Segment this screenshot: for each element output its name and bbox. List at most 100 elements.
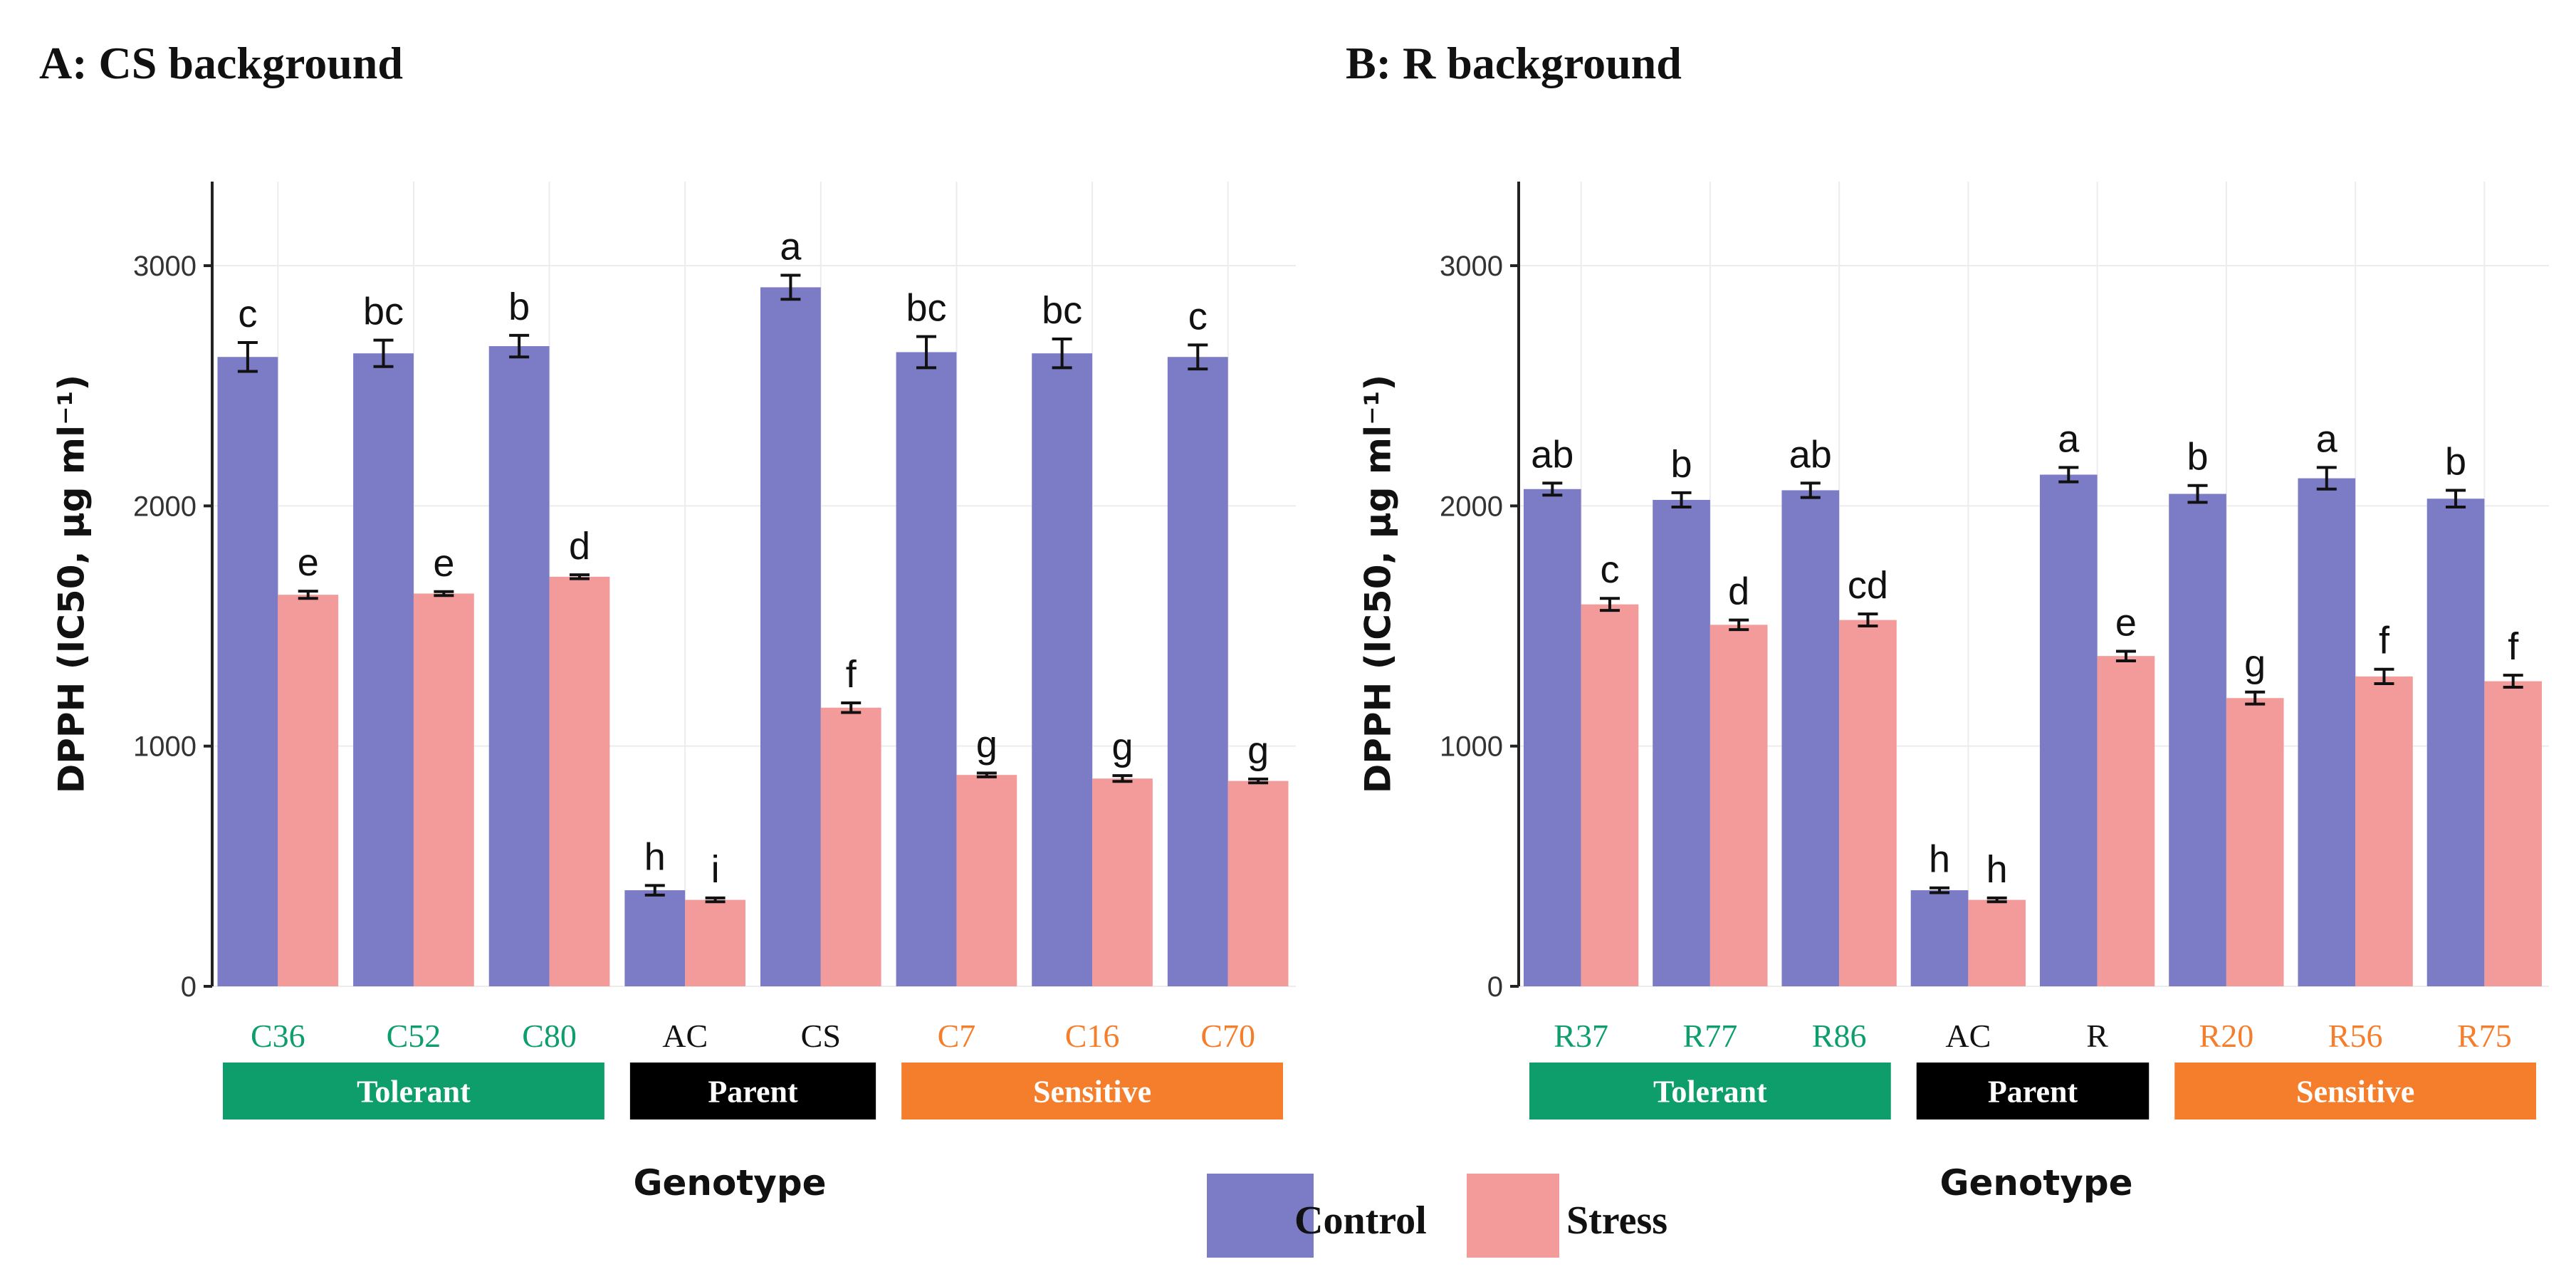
error-bar-stress-C36 — [298, 590, 318, 600]
bar-control-AC — [1910, 890, 1969, 986]
error-bar-stress-C70 — [1248, 777, 1269, 785]
error-bar-stress-R56 — [2374, 667, 2394, 685]
category-label-R86: R86 — [1812, 1018, 1867, 1054]
y-tick-label: 3000 — [1440, 251, 1503, 282]
error-bar-control-AC — [644, 884, 665, 897]
significance-letter-stress-R86: cd — [1848, 564, 1888, 607]
error-bar-stress-AC — [705, 896, 726, 904]
y-tick-label: 0 — [181, 971, 197, 1003]
error-bar-control-R37 — [1542, 481, 1563, 497]
group-box-parent — [629, 1063, 876, 1119]
bar-stress-C16 — [1092, 778, 1153, 986]
legend-stress-label: Stress — [1566, 1199, 1667, 1243]
panel-b-axes: 0 1000 2000 3000 — [1440, 182, 1520, 1003]
bar-stress-AC — [685, 899, 746, 986]
panel-a-title: A: CS background — [39, 38, 403, 88]
category-label-CS: CS — [801, 1018, 841, 1054]
error-bar-stress-C52 — [434, 590, 454, 597]
category-label-C7: C7 — [938, 1018, 976, 1054]
y-tick-label: 1000 — [1440, 731, 1503, 763]
bar-control-C16 — [1032, 353, 1093, 987]
error-bar-control-R56 — [2316, 466, 2337, 491]
category-label-AC: AC — [1945, 1018, 1991, 1054]
category-label-R: R — [2086, 1018, 2108, 1054]
error-bar-stress-R20 — [2245, 690, 2266, 706]
panel-a-categories: C36 C52 C80 AC CS C7 C16 C70 — [251, 1018, 1255, 1054]
error-bar-stress-AC — [1986, 896, 2007, 904]
significance-letter-control-R37: ab — [1531, 433, 1574, 476]
significance-letter-stress-R: e — [2115, 601, 2137, 644]
group-label-sensitive: Sensitive — [2296, 1074, 2414, 1109]
panel-a-axes: 0 1000 2000 3000 — [133, 182, 214, 1003]
significance-letter-control-R86: ab — [1789, 433, 1832, 476]
bar-control-C80 — [488, 346, 550, 986]
bar-stress-R37 — [1581, 604, 1639, 986]
panel-a-groups: Tolerant Parent Sensitive — [223, 1063, 1283, 1119]
significance-letter-control-C70: c — [1188, 295, 1208, 338]
category-label-C70: C70 — [1200, 1018, 1255, 1054]
significance-letter-control-C36: c — [238, 293, 257, 335]
bar-control-AC — [624, 890, 686, 986]
category-label-AC: AC — [662, 1018, 708, 1054]
error-bar-stress-C80 — [569, 573, 590, 580]
error-bar-control-C16 — [1052, 337, 1072, 370]
group-label-sensitive: Sensitive — [1033, 1074, 1151, 1109]
significance-letter-control-C52: bc — [363, 291, 404, 333]
error-bar-control-C70 — [1188, 343, 1208, 371]
legend-stress-swatch — [1467, 1174, 1559, 1258]
bar-control-C70 — [1167, 357, 1228, 987]
group-box-tolerant — [223, 1063, 604, 1119]
significance-letter-stress-R37: c — [1600, 548, 1619, 591]
panel-a-bars: c bc b h a bc bc c e e d i f g g g — [217, 226, 1289, 987]
significance-letter-control-R: a — [2058, 417, 2080, 460]
bar-control-C36 — [217, 357, 278, 987]
bar-stress-C80 — [549, 576, 610, 986]
significance-letter-control-R75: b — [2445, 440, 2466, 483]
bar-stress-R75 — [2484, 681, 2543, 986]
error-bar-control-C36 — [237, 341, 258, 373]
category-label-C52: C52 — [387, 1018, 441, 1054]
error-bar-stress-R75 — [2503, 674, 2523, 689]
category-label-R37: R37 — [1554, 1018, 1608, 1054]
significance-letter-stress-C70: g — [1247, 729, 1269, 772]
bar-control-R77 — [1653, 499, 1710, 986]
panel-b-title: B: R background — [1346, 38, 1682, 88]
panel-b-x-axis-title: Genotype — [1939, 1162, 2132, 1204]
bar-control-R37 — [1523, 489, 1581, 986]
error-bar-stress-R86 — [1858, 612, 1878, 628]
y-tick-label: 3000 — [133, 251, 197, 282]
bar-control-R20 — [2169, 494, 2226, 986]
panel-b-categories: R37 R77 R86 AC R R20 R56 R75 — [1554, 1018, 2511, 1054]
bar-stress-R86 — [1839, 620, 1897, 986]
significance-letter-stress-C7: g — [976, 723, 998, 766]
significance-letter-stress-AC: h — [1986, 848, 2008, 891]
bar-control-R75 — [2426, 499, 2485, 986]
significance-letter-control-R20: b — [2187, 436, 2209, 479]
bar-stress-R56 — [2355, 676, 2413, 986]
panel-a: A: CS background c bc b h a bc bc c e e d i f g g g 0 10… — [39, 38, 1296, 1204]
error-bar-control-CS — [780, 273, 801, 301]
category-label-R75: R75 — [2457, 1018, 2512, 1054]
group-box-parent — [1916, 1063, 2150, 1119]
significance-letter-stress-R75: f — [2508, 625, 2519, 668]
panel-a-y-axis-title: DPPH (IC50, μg ml⁻¹) — [51, 375, 93, 794]
y-tick-label: 0 — [1487, 971, 1503, 1003]
y-tick-label: 1000 — [133, 731, 197, 763]
significance-letter-control-AC: h — [1929, 838, 1950, 881]
significance-letter-control-R77: b — [1671, 443, 1692, 486]
bar-control-R86 — [1781, 490, 1840, 986]
bar-control-C7 — [896, 352, 957, 986]
group-label-tolerant: Tolerant — [1653, 1074, 1767, 1109]
legend-control-swatch — [1207, 1174, 1314, 1258]
significance-letter-stress-R56: f — [2379, 620, 2390, 662]
bar-stress-C70 — [1227, 781, 1289, 986]
panel-b-y-axis-title: DPPH (IC50, μg ml⁻¹) — [1358, 375, 1399, 794]
significance-letter-control-AC: h — [644, 835, 666, 878]
bar-stress-R — [2097, 656, 2155, 986]
bar-stress-C36 — [278, 595, 339, 986]
y-tick-label: 2000 — [1440, 491, 1503, 522]
significance-letter-stress-AC: i — [711, 848, 720, 891]
